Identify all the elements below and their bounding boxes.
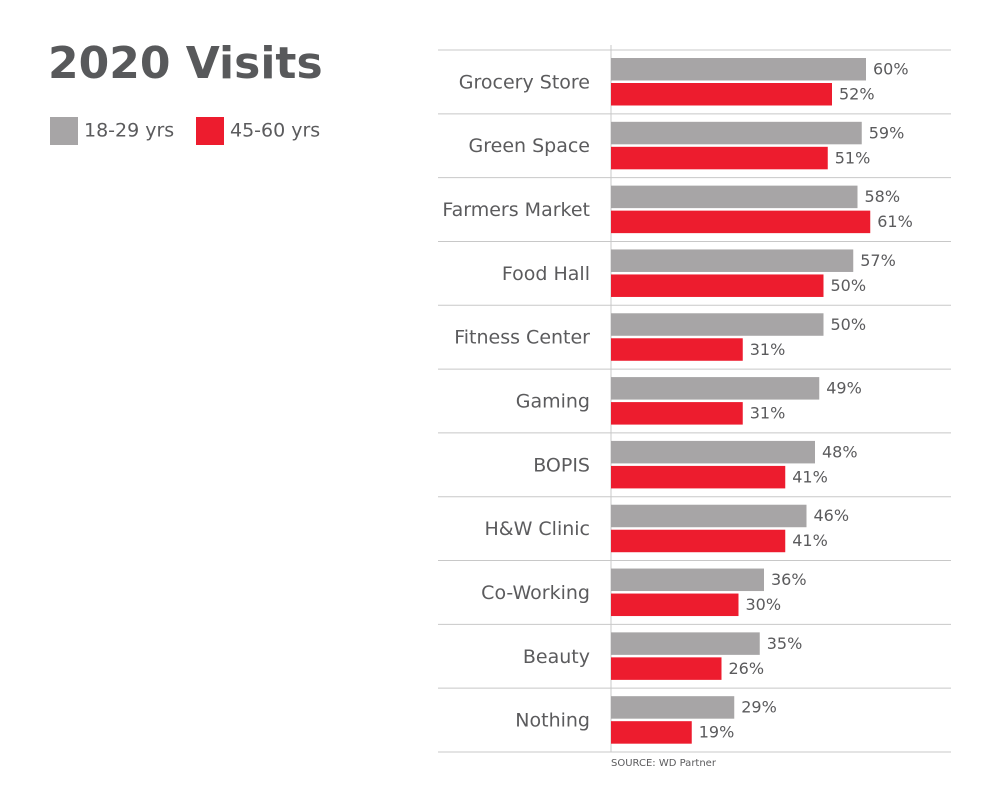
category-label: BOPIS xyxy=(533,454,590,476)
bar xyxy=(611,210,871,234)
category-label: Beauty xyxy=(523,646,590,668)
value-label: 52% xyxy=(839,85,875,104)
category-label: H&W Clinic xyxy=(484,518,590,540)
value-label: 30% xyxy=(746,595,782,614)
value-label: 58% xyxy=(865,187,901,206)
value-label: 36% xyxy=(771,570,807,589)
value-label: 29% xyxy=(741,698,777,717)
bar xyxy=(611,185,858,209)
value-label: 50% xyxy=(831,315,867,334)
bar xyxy=(611,338,743,361)
legend-label: 18-29 yrs xyxy=(84,120,174,142)
bar xyxy=(611,402,743,425)
category-label: Fitness Center xyxy=(454,327,590,349)
category-label: Farmers Market xyxy=(442,199,590,221)
value-label: 35% xyxy=(767,634,803,653)
category-label: Gaming xyxy=(516,391,590,413)
bar xyxy=(611,440,815,464)
bar xyxy=(611,504,807,528)
value-label: 57% xyxy=(860,251,896,270)
value-label: 19% xyxy=(699,723,735,742)
value-label: 61% xyxy=(877,212,913,231)
bar xyxy=(611,313,824,336)
value-label: 48% xyxy=(822,442,858,461)
bar xyxy=(611,657,722,680)
category-label: Grocery Store xyxy=(459,71,590,93)
bar xyxy=(611,121,862,145)
source-note: SOURCE: WD Partner xyxy=(611,758,717,769)
value-label: 60% xyxy=(873,60,909,79)
legend-label: 45-60 yrs xyxy=(230,120,320,142)
value-label: 26% xyxy=(729,659,765,678)
bar xyxy=(611,593,739,617)
bar xyxy=(611,146,828,170)
category-label: Green Space xyxy=(469,135,590,157)
bar xyxy=(611,632,760,655)
value-label: 41% xyxy=(792,531,828,550)
bar xyxy=(611,274,824,297)
bar xyxy=(611,529,786,553)
bar xyxy=(611,696,735,719)
bar xyxy=(611,58,866,81)
bar xyxy=(611,83,832,106)
value-label: 50% xyxy=(831,276,867,295)
legend-swatch xyxy=(196,117,224,145)
category-label: Food Hall xyxy=(502,263,590,285)
chart-title: 2020 Visits xyxy=(48,38,323,89)
bar xyxy=(611,377,820,400)
bar xyxy=(611,721,692,744)
value-label: 41% xyxy=(792,467,828,486)
value-label: 49% xyxy=(826,379,862,398)
category-label: Nothing xyxy=(515,710,590,732)
bar xyxy=(611,568,764,592)
category-label: Co-Working xyxy=(481,582,590,604)
value-label: 46% xyxy=(814,506,850,525)
value-label: 31% xyxy=(750,404,786,423)
value-label: 31% xyxy=(750,340,786,359)
legend-swatch xyxy=(50,117,78,145)
value-label: 59% xyxy=(869,123,905,142)
bar xyxy=(611,249,854,272)
value-label: 51% xyxy=(835,148,871,167)
bar xyxy=(611,465,786,489)
